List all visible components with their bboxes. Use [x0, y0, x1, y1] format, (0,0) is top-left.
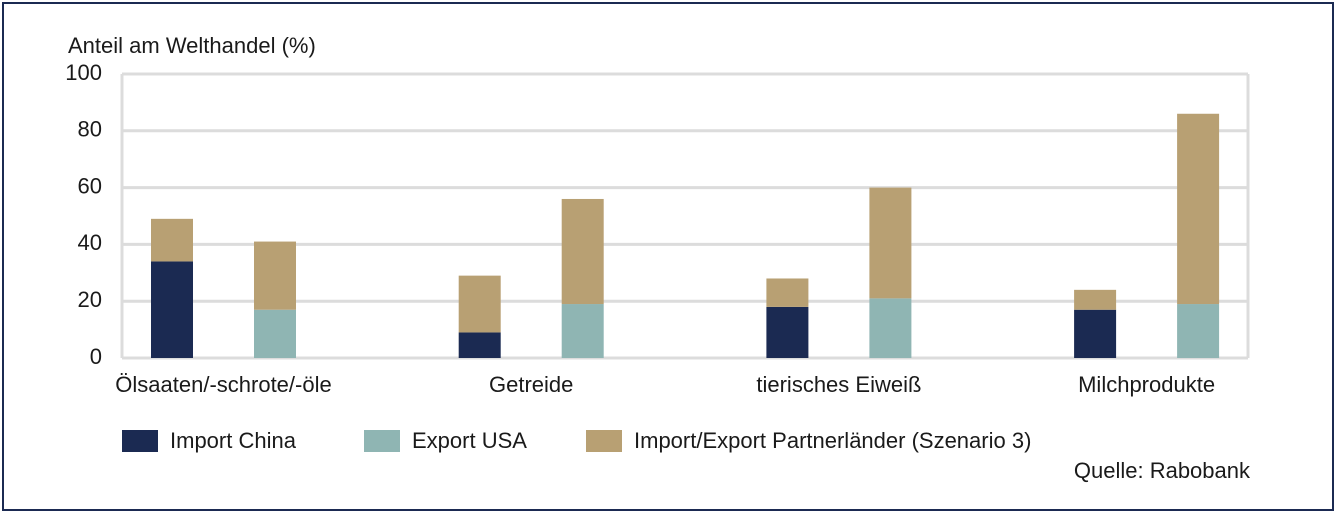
bar: [458, 275, 501, 333]
bar: [458, 332, 501, 358]
y-tick-label: 20: [78, 287, 102, 312]
x-tick-label: Ölsaaten/-schrote/-öle: [115, 372, 331, 397]
chart-title: Anteil am Welthandel (%): [68, 33, 316, 58]
bar: [1177, 113, 1220, 305]
y-tick-label: 0: [90, 344, 102, 369]
bar: [869, 298, 912, 358]
legend-swatch: [122, 430, 158, 452]
bar: [869, 187, 912, 299]
bar: [254, 309, 296, 358]
legend-swatch: [364, 430, 400, 452]
x-tick-label: Getreide: [489, 372, 573, 397]
bar: [1074, 309, 1117, 358]
bar: [151, 218, 193, 262]
y-tick-label: 80: [78, 117, 102, 142]
bar: [254, 241, 296, 310]
bar: [766, 278, 809, 307]
x-tick-label: Milchprodukte: [1078, 372, 1215, 397]
y-tick-label: 40: [78, 230, 102, 255]
y-tick-label: 60: [78, 173, 102, 198]
legend-label: Import/Export Partnerländer (Szenario 3): [634, 428, 1031, 453]
bar: [1074, 289, 1117, 310]
legend-label: Import China: [170, 428, 297, 453]
bar: [1177, 304, 1220, 358]
bar: [561, 304, 604, 358]
legend-label: Export USA: [412, 428, 527, 453]
x-tick-label: tierisches Eiweiß: [756, 372, 921, 397]
bar: [561, 198, 604, 305]
source: Quelle: Rabobank: [1074, 458, 1251, 483]
bar: [151, 261, 193, 358]
bar: [766, 306, 809, 358]
legend-swatch: [586, 430, 622, 452]
y-tick-label: 100: [65, 60, 102, 85]
